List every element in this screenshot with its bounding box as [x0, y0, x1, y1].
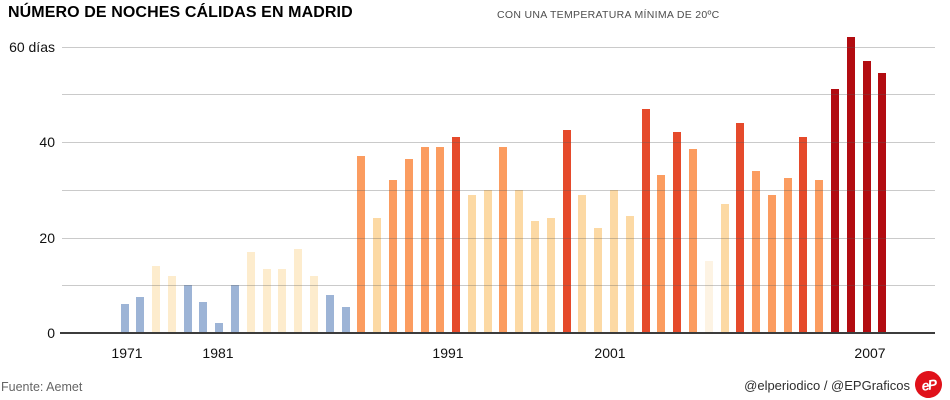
bar-20 — [436, 146, 445, 333]
bar-39 — [736, 122, 745, 333]
bar-0 — [120, 304, 129, 333]
bar-31 — [609, 189, 618, 333]
bar-11 — [294, 249, 303, 333]
x-axis-line — [60, 332, 935, 334]
bar-45 — [831, 89, 840, 333]
bar-26 — [531, 220, 540, 333]
gridline-60 — [62, 47, 935, 48]
x-tick-1971: 1971 — [111, 345, 143, 361]
gridline-10 — [62, 285, 935, 286]
bar-13 — [325, 294, 334, 333]
bar-8 — [246, 251, 255, 333]
bar-17 — [388, 180, 397, 333]
gridline-30 — [62, 190, 935, 191]
bar-46 — [846, 36, 855, 333]
y-tick-20: 20 — [39, 229, 55, 246]
y-tick-0: 0 — [47, 325, 55, 341]
bar-15 — [357, 156, 366, 333]
bar-22 — [467, 194, 476, 333]
bar-43 — [799, 137, 808, 333]
x-tick-1991: 1991 — [432, 345, 464, 361]
chart-title: NÚMERO DE NOCHES CÁLIDAS EN MADRID — [8, 4, 353, 21]
source-label: Fuente: Aemet — [1, 380, 83, 394]
x-tick-2007: 2007 — [854, 345, 886, 361]
bar-42 — [783, 177, 792, 333]
x-tick-1981: 1981 — [202, 345, 234, 361]
gridline-50 — [62, 94, 935, 95]
bar-3 — [167, 275, 176, 333]
bar-36 — [688, 149, 697, 333]
bar-25 — [515, 189, 524, 333]
y-tick-60: 60 días — [9, 38, 55, 55]
bar-2 — [152, 266, 161, 333]
bar-12 — [309, 275, 318, 333]
bar-18 — [404, 158, 413, 333]
bar-38 — [720, 204, 729, 333]
bar-44 — [815, 180, 824, 333]
bar-34 — [657, 175, 666, 333]
bar-1 — [136, 297, 145, 333]
bar-23 — [483, 189, 492, 333]
bar-6 — [215, 323, 224, 333]
bar-14 — [341, 306, 350, 333]
y-tick-40: 40 — [39, 134, 55, 150]
bar-28 — [562, 130, 571, 333]
bar-41 — [767, 194, 776, 333]
bar-10 — [278, 268, 287, 333]
chart-subtitle: CON UNA TEMPERATURA MÍNIMA DE 20ºC — [497, 9, 720, 21]
bar-5 — [199, 301, 208, 333]
bar-32 — [625, 216, 634, 333]
bar-16 — [373, 218, 382, 333]
bar-7 — [231, 285, 240, 333]
bar-30 — [594, 227, 603, 333]
bar-19 — [420, 146, 429, 333]
x-tick-2001: 2001 — [594, 345, 626, 361]
bar-24 — [499, 146, 508, 333]
bar-48 — [878, 72, 887, 333]
gridline-40 — [62, 142, 935, 143]
credits-label: @elperiodico / @EPGraficos — [744, 378, 910, 393]
bar-37 — [704, 261, 713, 333]
bar-40 — [752, 170, 761, 333]
bar-4 — [183, 285, 192, 333]
bar-47 — [862, 60, 871, 333]
bar-33 — [641, 108, 650, 333]
bar-9 — [262, 268, 271, 333]
bar-35 — [673, 132, 682, 333]
gridline-20 — [62, 238, 935, 239]
bar-29 — [578, 194, 587, 333]
bar-27 — [546, 218, 555, 333]
bar-21 — [452, 137, 461, 333]
